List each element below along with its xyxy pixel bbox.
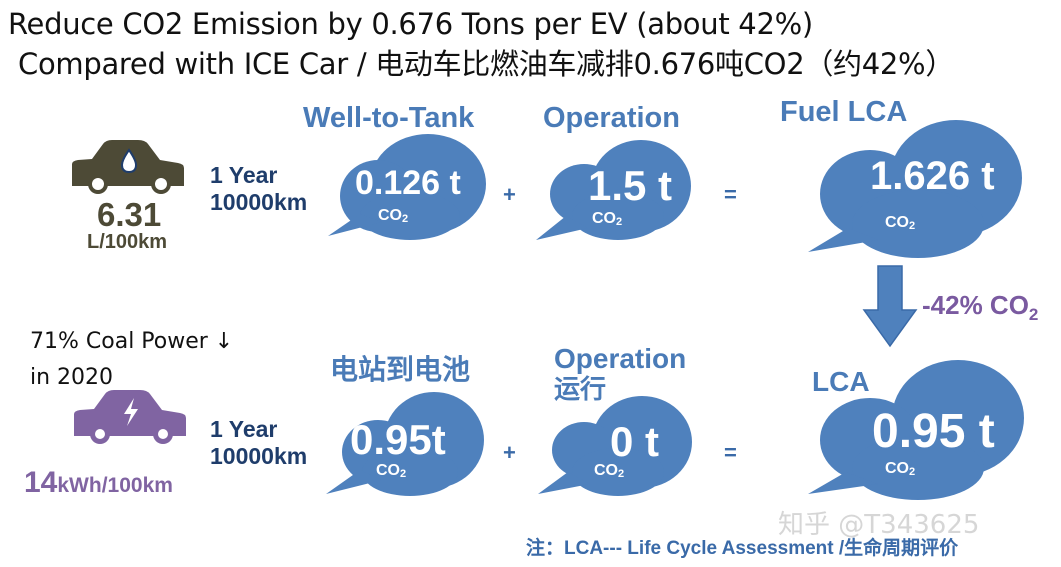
co2-unit: CO2: [376, 462, 407, 480]
fuel-consumption-value: 6.31: [97, 196, 162, 233]
title-line-1: Reduce CO2 Emission by 0.676 Tons per EV…: [8, 7, 813, 41]
fuel-lca-value: 1.626 t: [870, 154, 995, 198]
co2-unit: CO2: [378, 207, 409, 225]
ev-consumption: 14kWh/100km: [24, 466, 173, 500]
reduction-label: -42% CO2: [922, 290, 1039, 325]
plant-to-battery-label: 电站到电池: [330, 354, 471, 385]
operation-label: Operation: [543, 102, 680, 134]
ev-lca-label: LCA: [812, 366, 870, 397]
ev-period-distance: 10000km: [210, 443, 308, 469]
ev-operation-label: Operation 运行: [554, 343, 687, 405]
co2-unit: CO2: [592, 210, 623, 228]
ev-lca-cloud-icon: [808, 360, 1024, 500]
ev-operation-value: 0 t: [610, 418, 660, 465]
page-title: Reduce CO2 Emission by 0.676 Tons per EV…: [8, 4, 954, 84]
coal-power-note: 71% Coal Power ↓ in 2020: [30, 329, 234, 390]
fuel-consumption-unit: L/100km: [87, 231, 168, 253]
ice-period-distance: 10000km: [210, 189, 308, 215]
down-arrow-icon: [862, 265, 918, 348]
well-to-tank-label: Well-to-Tank: [303, 102, 475, 134]
plus-sign: +: [503, 440, 516, 465]
ev-consumption-unit: kWh/100km: [57, 474, 173, 497]
electric-car-icon: [74, 390, 186, 444]
plus-sign: +: [503, 182, 516, 207]
equals-sign: =: [724, 182, 737, 207]
plant-to-battery-cloud-icon: [326, 392, 484, 496]
ev-period: 1 Year 10000km: [210, 416, 307, 470]
well-to-tank-value: 0.126 t: [355, 164, 461, 202]
co2-unit: CO2: [885, 214, 916, 232]
co2-unit: CO2: [594, 462, 625, 480]
ev-consumption-value: 14: [24, 466, 58, 499]
ice-period: 1 Year 10000km: [210, 162, 307, 216]
operation-value: 1.5 t: [588, 162, 673, 209]
footnote: 注：LCA--- Life Cycle Assessment /生命周期评价: [526, 538, 959, 559]
co2-unit: CO2: [885, 460, 916, 478]
title-line-2: Compared with ICE Car / 电动车比燃油车减排0.676吨C…: [18, 47, 955, 81]
watermark: 知乎 @T343625: [778, 510, 980, 540]
fuel-car-icon: [72, 140, 184, 194]
ice-period-years: 1 Year: [210, 162, 278, 188]
well-to-tank-cloud-icon: [328, 134, 486, 240]
ev-period-years: 1 Year: [210, 416, 278, 442]
plant-to-battery-value: 0.95t: [350, 416, 446, 463]
fuel-lca-cloud-icon: [808, 120, 1022, 258]
ev-lca-value: 0.95 t: [872, 405, 995, 458]
fuel-lca-label: Fuel LCA: [780, 96, 908, 128]
ev-operation-cloud-icon: [538, 396, 692, 496]
equals-sign: =: [724, 440, 737, 465]
operation-cloud-icon: [536, 140, 691, 240]
